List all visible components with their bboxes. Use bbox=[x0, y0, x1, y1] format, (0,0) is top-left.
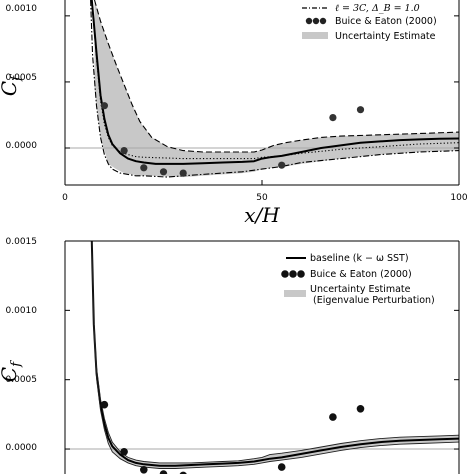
bottom-legend-label-band-1: Uncertainty Estimate bbox=[310, 284, 411, 295]
bottom-legend-label-band-2: (Eigenvalue Perturbation) bbox=[313, 295, 435, 306]
top-data-point-2 bbox=[140, 164, 148, 172]
top-xtick-label-100: 100 bbox=[450, 193, 467, 203]
bottom-band-edge-lower bbox=[91, 241, 459, 469]
bottom-legend-marker-3 bbox=[297, 270, 305, 278]
bottom-y-axis-label: Cf bbox=[0, 360, 24, 382]
top-series-dashed-2 bbox=[93, 0, 459, 153]
bottom-legend-label-markers: Buice & Eaton (2000) bbox=[310, 269, 412, 280]
top-y-axis-subscript: f bbox=[9, 74, 24, 82]
top-axes bbox=[64, 0, 460, 186]
bottom-chart: 0.0015 0.0010 0.0005 0.0000 Cf baseline … bbox=[0, 237, 460, 474]
top-data-point-7 bbox=[356, 106, 365, 114]
bottom-legend: baseline (k − ω SST) Buice & Eaton (2000… bbox=[281, 253, 435, 306]
top-x-axis-label: x/H bbox=[244, 203, 280, 227]
bottom-ytick-label-0.0005: 0.0005 bbox=[6, 375, 38, 385]
top-ytick-label-0.0005: 0.0005 bbox=[6, 73, 38, 83]
top-data-point-5 bbox=[278, 161, 286, 169]
top-y-axis-label: Cf bbox=[0, 74, 24, 96]
top-xtick-label-50: 50 bbox=[256, 193, 268, 203]
top-legend-label-dashdot: ℓ = 3C, Δ_B = 1.0 bbox=[335, 3, 420, 14]
top-ytick-label-0.0000: 0.0000 bbox=[6, 141, 38, 151]
bottom-series-solid-0 bbox=[90, 241, 459, 467]
top-series-solid-0 bbox=[90, 0, 459, 165]
bottom-plot-area bbox=[65, 241, 459, 474]
bottom-ytick-label-0.0015: 0.0015 bbox=[6, 237, 38, 247]
bottom-data-point-4 bbox=[179, 471, 187, 474]
top-legend-label-markers: Buice & Eaton (2000) bbox=[335, 16, 437, 27]
bottom-legend-marker-1 bbox=[281, 270, 289, 278]
bottom-data-point-3 bbox=[159, 470, 168, 474]
bottom-legend-marker-2 bbox=[289, 270, 297, 278]
bottom-y-axis-subscript: f bbox=[9, 360, 24, 368]
top-data-point-1 bbox=[120, 147, 128, 155]
top-ytick-label-0.0010: 0.0010 bbox=[6, 4, 38, 14]
top-chart: 0.0010 0.0005 0.0000 0 50 100 x/H Cf ℓ =… bbox=[0, 0, 468, 227]
bottom-ytick-label-0.0000: 0.0000 bbox=[6, 443, 38, 453]
bottom-ytick-label-0.0010: 0.0010 bbox=[6, 306, 38, 316]
bottom-legend-label-baseline: baseline (k − ω SST) bbox=[310, 253, 409, 264]
top-legend-band-swatch bbox=[302, 32, 328, 39]
top-xtick-label-0: 0 bbox=[62, 193, 68, 203]
top-series-dotted-1 bbox=[91, 0, 459, 160]
top-data-point-0 bbox=[100, 102, 108, 110]
bottom-axes bbox=[64, 240, 460, 474]
top-data-point-3 bbox=[159, 168, 168, 176]
top-data-point-4 bbox=[179, 169, 187, 177]
bottom-data-point-1 bbox=[120, 448, 128, 456]
top-data-point-6 bbox=[329, 114, 337, 122]
top-plot-area bbox=[65, 0, 459, 178]
bottom-data-point-6 bbox=[329, 413, 337, 421]
bottom-legend-band-swatch bbox=[284, 290, 306, 297]
top-legend-label-band: Uncertainty Estimate bbox=[335, 31, 436, 42]
bottom-data-point-7 bbox=[356, 405, 365, 413]
top-legend: ℓ = 3C, Δ_B = 1.0 Buice & Eaton (2000) U… bbox=[302, 3, 437, 42]
top-series-dashdot-3 bbox=[90, 0, 459, 178]
bottom-data-point-5 bbox=[277, 463, 286, 471]
top-legend-marker-2 bbox=[312, 17, 320, 25]
bottom-band-edge-upper bbox=[91, 241, 459, 464]
bottom-data-point-2 bbox=[140, 466, 148, 474]
top-legend-marker-1 bbox=[305, 17, 313, 25]
top-legend-marker-3 bbox=[319, 17, 327, 25]
bottom-data-point-0 bbox=[100, 400, 109, 409]
